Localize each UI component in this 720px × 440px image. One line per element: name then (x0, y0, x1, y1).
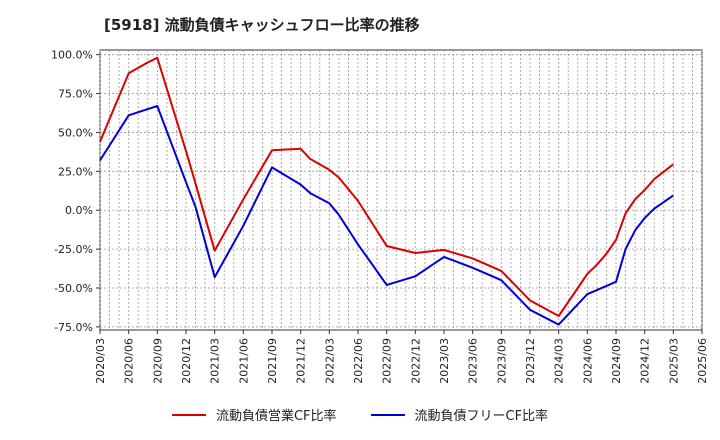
x-tick-label: 2024/12 (639, 338, 652, 384)
x-tick-label: 2023/12 (524, 338, 537, 384)
axis-layer: 100.0% 75.0% 50.0% 25.0% 0.0% -25.0% -50.0% -75… (51, 49, 709, 384)
x-tick-label: 2020/09 (151, 338, 164, 384)
x-tick-label: 2021/09 (266, 338, 279, 384)
legend: 流動負債営業CF比率 流動負債フリーCF比率 (0, 405, 720, 424)
y-tick-label: 0.0% (65, 204, 93, 217)
y-tick-label: 50.0% (58, 126, 93, 139)
legend-item-operating-cf: 流動負債営業CF比率 (171, 405, 337, 424)
x-tick-label: 2022/06 (352, 338, 365, 384)
y-tick-label: 100.0% (51, 49, 93, 62)
x-tick-label: 2020/12 (180, 338, 193, 384)
y-tick-label: 25.0% (58, 165, 93, 178)
x-tick-label: 2025/03 (667, 338, 680, 384)
legend-swatch-operating-cf (171, 413, 206, 416)
y-tick-label: -75.0% (54, 321, 93, 334)
legend-label-operating-cf: 流動負債営業CF比率 (215, 409, 337, 424)
x-tick-label: 2025/06 (696, 338, 709, 384)
x-tick-label: 2024/09 (610, 338, 623, 384)
x-tick-label: 2022/03 (323, 338, 336, 384)
x-tick-label: 2021/06 (237, 338, 250, 384)
x-tick-label: 2023/03 (438, 338, 451, 384)
x-tick-label: 2020/03 (94, 338, 107, 384)
x-tick-label: 2022/09 (381, 338, 394, 384)
x-tick-label: 2023/06 (467, 338, 480, 384)
y-tick-label: -25.0% (54, 243, 93, 256)
legend-item-free-cf: 流動負債フリーCF比率 (370, 405, 549, 424)
x-tick-label: 2023/09 (495, 338, 508, 384)
y-tick-label: 75.0% (58, 88, 93, 101)
y-tick-label: -50.0% (54, 282, 93, 295)
grid-layer (99, 49, 703, 331)
series-layer (99, 56, 674, 326)
x-tick-label: 2024/03 (553, 338, 566, 384)
legend-swatch-free-cf (370, 413, 405, 416)
x-tick-label: 2022/12 (409, 338, 422, 384)
chart-title: [5918] 流動負債キャッシュフロー比率の推移 (104, 16, 420, 34)
x-tick-label: 2021/12 (295, 338, 308, 384)
series-line-operating-cf (99, 56, 674, 317)
legend-label-free-cf: 流動負債フリーCF比率 (414, 409, 549, 424)
x-tick-label: 2024/06 (581, 338, 594, 384)
x-tick-label: 2020/06 (123, 338, 136, 384)
x-tick-label: 2021/03 (209, 338, 222, 384)
series-line-free-cf (99, 105, 674, 326)
